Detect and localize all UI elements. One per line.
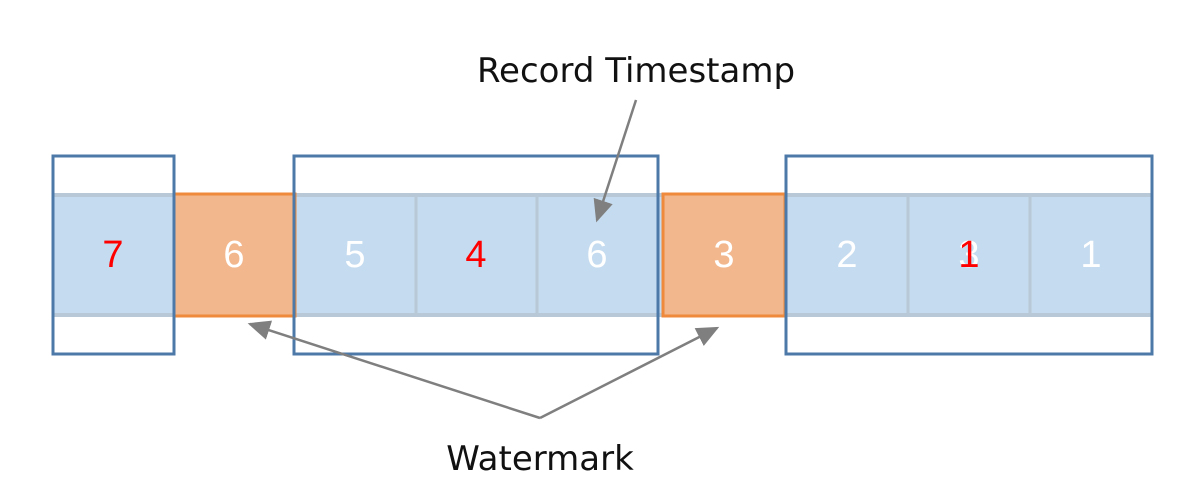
cell-dividers <box>414 195 1032 315</box>
cell-value-8: 3 <box>958 234 979 276</box>
watermark-arrow-right <box>539 326 720 420</box>
watermark-label: Watermark <box>446 439 634 479</box>
windows <box>51 154 1154 356</box>
cell-value-9: 1 <box>1080 234 1101 276</box>
cell-value-5: 6 <box>586 234 607 276</box>
record-timestamp-arrow <box>593 99 638 223</box>
cell-value-7: 2 <box>836 234 857 276</box>
window-frame-3 <box>784 154 1154 356</box>
cell-value-2: 6 <box>223 234 244 276</box>
watermark-cell-3 <box>661 192 787 318</box>
cell-values: 7 6 5 4 6 3 2 3 1 1 <box>102 234 1101 276</box>
cell-value-8-overlay: 1 <box>958 234 979 276</box>
cell-value-3: 5 <box>344 234 365 276</box>
record-timestamp-label: Record Timestamp <box>477 51 795 91</box>
arrows <box>247 99 720 420</box>
watermark-arrow-left <box>247 320 541 420</box>
cell-value-1: 7 <box>102 234 123 276</box>
cell-value-6: 3 <box>713 234 734 276</box>
window-frame-1 <box>51 154 176 356</box>
cell-value-4: 4 <box>465 234 486 276</box>
window-frame-2 <box>292 154 660 356</box>
